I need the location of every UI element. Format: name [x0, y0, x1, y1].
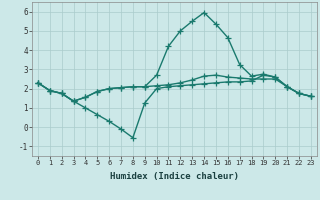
X-axis label: Humidex (Indice chaleur): Humidex (Indice chaleur)	[110, 172, 239, 181]
